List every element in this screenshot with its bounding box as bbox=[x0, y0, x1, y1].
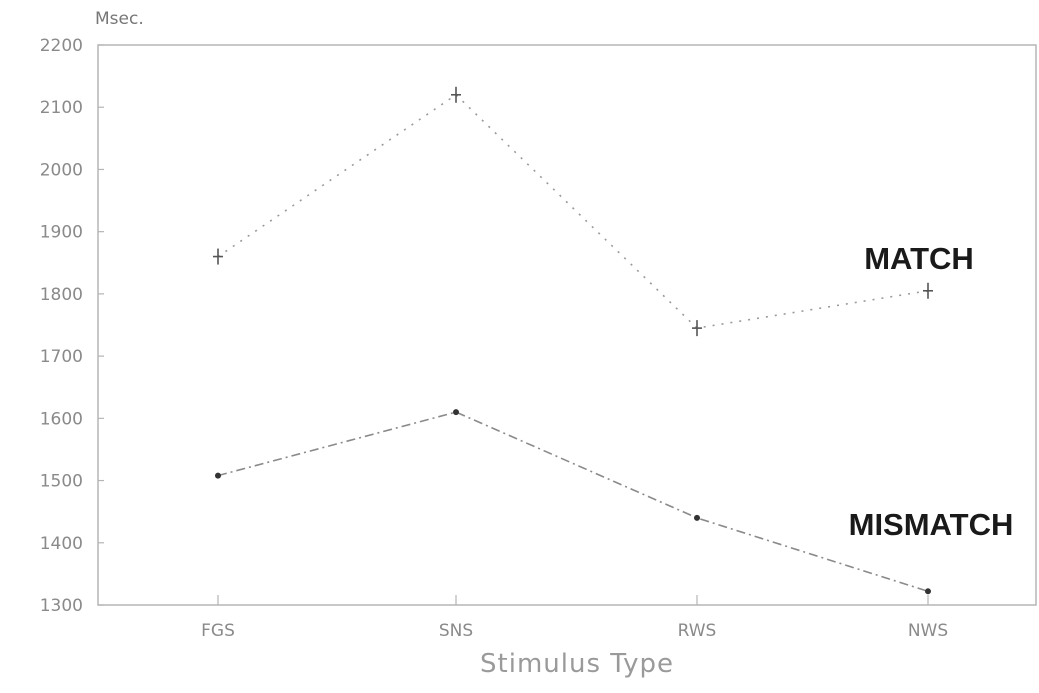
x-tick-label: RWS bbox=[678, 621, 717, 641]
series-label-mismatch: MISMATCH bbox=[849, 507, 1014, 542]
y-tick-label: 1900 bbox=[40, 223, 83, 243]
x-tick-label: SNS bbox=[439, 621, 473, 641]
y-tick-label: 1300 bbox=[40, 596, 83, 616]
series-layer bbox=[213, 86, 933, 595]
y-tick-label: 1700 bbox=[40, 347, 83, 367]
data-point-mismatch bbox=[925, 588, 931, 595]
data-point-match bbox=[923, 282, 933, 299]
data-point-match bbox=[451, 86, 461, 103]
series-line-match bbox=[217, 93, 929, 329]
y-tick-label: 1600 bbox=[40, 409, 83, 429]
series-line-mismatch bbox=[217, 411, 929, 593]
x-tick-label: FGS bbox=[201, 621, 235, 641]
plot-frame bbox=[97, 44, 1037, 606]
y-tick-label: 2100 bbox=[40, 98, 83, 118]
data-point-mismatch bbox=[694, 514, 700, 521]
data-point-match bbox=[692, 320, 702, 337]
y-tick-label: 1400 bbox=[40, 534, 83, 554]
x-tick-label: NWS bbox=[908, 621, 948, 641]
data-point-mismatch bbox=[215, 472, 221, 479]
y-unit-label: Msec. bbox=[95, 9, 144, 29]
x-axis-ticks: FGS SNS RWS NWS bbox=[201, 595, 948, 641]
y-tick-label: 2000 bbox=[40, 160, 83, 180]
y-tick-label: 1800 bbox=[40, 285, 83, 305]
data-point-match bbox=[213, 248, 223, 265]
data-point-mismatch bbox=[453, 409, 459, 416]
y-axis-ticks: 2200 2100 2000 1900 1800 1700 1600 1500 1400 1300 bbox=[40, 36, 104, 616]
series-label-match: MATCH bbox=[864, 241, 974, 276]
y-tick-label: 2200 bbox=[40, 36, 83, 56]
x-axis-title: Stimulus Type bbox=[480, 649, 674, 679]
y-tick-label: 1500 bbox=[40, 472, 83, 492]
